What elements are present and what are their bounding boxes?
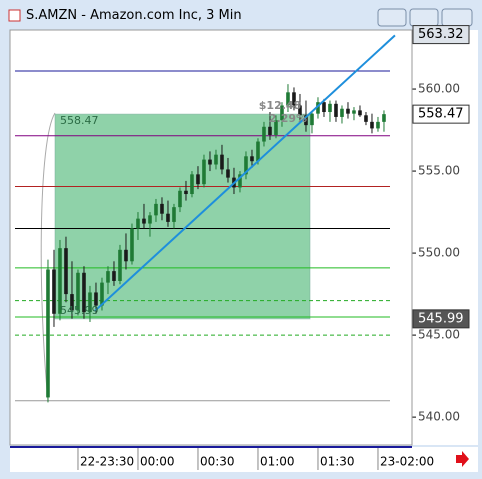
- candle-body: [184, 190, 188, 195]
- candle-body: [244, 156, 248, 175]
- candle-body: [322, 102, 326, 113]
- scroll-arrow[interactable]: [456, 451, 469, 467]
- candle-body: [172, 207, 176, 222]
- candle-body: [316, 102, 320, 114]
- candle-body: [382, 114, 386, 122]
- candle-body: [208, 159, 212, 165]
- candle-body: [250, 156, 254, 162]
- candle-body: [178, 190, 182, 208]
- candle-body: [190, 174, 194, 195]
- candle-body: [298, 105, 302, 116]
- maximize-button[interactable]: [409, 8, 439, 27]
- candle-body: [124, 249, 128, 262]
- y-tick-label: 540.00: [418, 410, 460, 424]
- candle-body: [286, 92, 290, 106]
- candle-body: [76, 272, 80, 311]
- plot-group: 558.47 545.99 $12.482.29%: [15, 34, 396, 403]
- candle-body: [352, 110, 356, 114]
- y-tick-label: 550.00: [418, 246, 460, 260]
- box-bottom-label: 545.99: [60, 304, 99, 317]
- candle-body: [64, 248, 68, 295]
- candle-body: [148, 215, 152, 224]
- candle-body: [52, 269, 56, 314]
- close-button[interactable]: [441, 8, 473, 27]
- candle-body: [142, 218, 146, 224]
- x-tick-label: 22-23:30: [80, 455, 134, 469]
- candle-body: [94, 292, 98, 306]
- candle-body: [118, 249, 122, 281]
- candle-body: [262, 126, 266, 142]
- box-arc: [40, 112, 56, 401]
- candle-body: [166, 213, 170, 222]
- window-title: S.AMZN - Amazon.com Inc, 3 Min: [26, 8, 242, 23]
- candle-body: [304, 115, 308, 126]
- candle-body: [268, 126, 272, 135]
- candle-body: [58, 248, 62, 314]
- candle-body: [214, 154, 218, 165]
- y-tick-label: 555.00: [418, 164, 460, 178]
- candle-body: [70, 294, 74, 311]
- box-stat: $12.48: [259, 99, 301, 112]
- candle-body: [358, 110, 362, 116]
- price-badge-label: 563.32: [418, 27, 464, 42]
- x-tick-label: 01:30: [320, 455, 355, 469]
- candle-body: [280, 105, 284, 121]
- y-tick-label: 560.00: [418, 82, 460, 96]
- candle-body: [82, 272, 86, 313]
- candle-body: [274, 120, 278, 135]
- candle-body: [100, 282, 104, 306]
- candle-body: [346, 108, 350, 114]
- chart-layer: 558.47 545.99 $12.482.29% 540.00 545.00 550.0…: [9, 25, 470, 470]
- plot-border: [9, 29, 413, 446]
- candle-body: [106, 271, 110, 283]
- price-badge: [412, 309, 470, 329]
- y-tick-label: 545.00: [418, 328, 460, 342]
- candle-body: [292, 92, 296, 106]
- candle-body: [196, 174, 200, 185]
- app-icon: [8, 9, 21, 22]
- candle-body: [340, 108, 344, 117]
- box-stat: 2.29%: [269, 112, 307, 125]
- candle-body: [310, 113, 314, 126]
- candle-body: [136, 218, 140, 229]
- price-badge-label: 545.99: [418, 311, 464, 326]
- time-axis: [10, 447, 478, 472]
- price-badge: [412, 104, 470, 124]
- x-tick-label: 01:00: [260, 455, 295, 469]
- candle-body: [364, 115, 368, 122]
- candle-body: [46, 269, 50, 398]
- measure-box: [54, 113, 311, 320]
- candle-body: [226, 169, 230, 178]
- price-badge: [412, 25, 470, 45]
- box-top-label: 558.47: [60, 114, 99, 127]
- candle-body: [202, 159, 206, 185]
- candle-body: [220, 154, 224, 170]
- candle-body: [334, 103, 338, 117]
- x-tick-label: 00:00: [140, 455, 175, 469]
- price-badge-label: 558.47: [418, 107, 464, 122]
- x-tick-label: 00:30: [200, 455, 235, 469]
- candle-body: [154, 203, 158, 216]
- candle-body: [88, 292, 92, 313]
- candle-body: [328, 103, 332, 113]
- candle-body: [256, 141, 260, 162]
- trendline: [94, 34, 396, 312]
- price-axis: [412, 30, 478, 445]
- candle-body: [370, 121, 374, 129]
- candle-body: [160, 203, 164, 214]
- x-tick-label: 23-02:00: [380, 455, 434, 469]
- candle-body: [238, 174, 242, 188]
- candle-body: [112, 271, 116, 281]
- minimize-button[interactable]: [377, 8, 407, 27]
- candle-body: [130, 228, 134, 262]
- candle-body: [376, 121, 380, 129]
